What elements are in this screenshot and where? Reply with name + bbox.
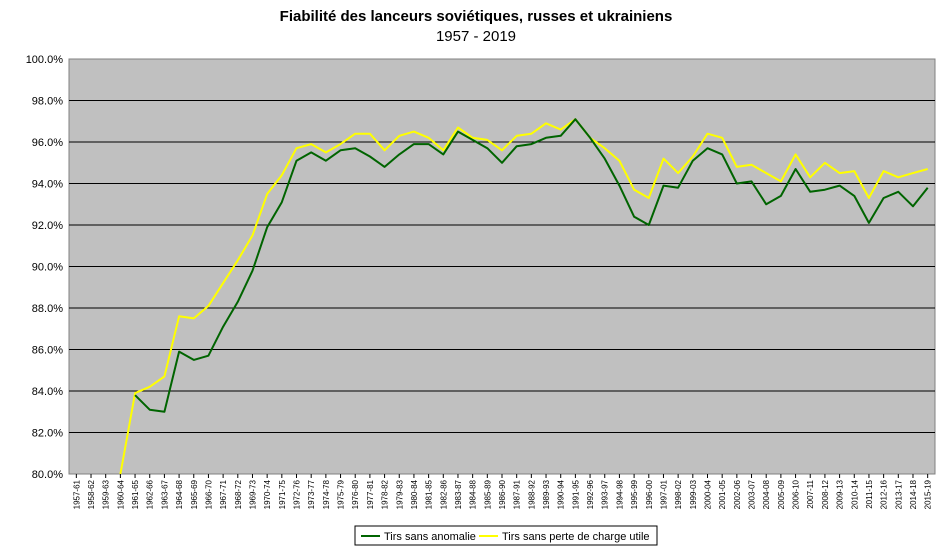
x-tick-label: 2013-17: [894, 479, 903, 509]
x-axis-ticks: 1957-61 1958-62 1959-63 1960-64 1961-65 1962-…: [72, 474, 933, 509]
legend-label-anomalie: Tirs sans anomalie: [384, 531, 476, 543]
x-tick-label: 2004-08: [762, 479, 771, 509]
x-tick-label: 1978-82: [381, 479, 390, 509]
chart-title: Fiabilité des lanceurs soviétiques, russ…: [280, 8, 673, 25]
x-tick-label: 1964-68: [175, 479, 184, 509]
x-tick-label: 2009-13: [836, 479, 845, 509]
x-tick-label: 2006-10: [792, 479, 801, 509]
x-tick-label: 2010-14: [850, 479, 859, 509]
x-tick-label: 1979-83: [395, 479, 404, 509]
x-tick-label: 2003-07: [748, 479, 757, 509]
y-axis-ticks: 80.0% 82.0% 84.0% 86.0% 88.0% 90.0% 92.0% 94.0%…: [26, 54, 64, 481]
x-tick-label: 1969-73: [248, 479, 257, 509]
x-tick-label: 1985-89: [483, 479, 492, 509]
x-tick-label: 1977-81: [366, 479, 375, 509]
x-tick-label: 1970-74: [263, 479, 272, 509]
x-tick-label: 2012-16: [880, 479, 889, 509]
series-line-charge-utile: [119, 118, 928, 475]
x-tick-label: 1971-75: [278, 479, 287, 509]
x-tick-label: 1987-91: [513, 479, 522, 509]
x-tick-label: 1963-67: [160, 479, 169, 509]
x-tick-label: 1996-00: [645, 479, 654, 509]
x-tick-label: 1965-69: [190, 479, 199, 509]
x-tick-label: 1989-93: [542, 479, 551, 509]
x-tick-label: 2008-12: [821, 479, 830, 509]
x-tick-label: 2000-04: [703, 479, 712, 509]
series-lines: [119, 118, 929, 475]
grid-lines: [69, 100, 935, 433]
x-tick-label: 1958-62: [87, 479, 96, 509]
x-tick-label: 2005-09: [777, 479, 786, 509]
x-tick-label: 1986-90: [498, 479, 507, 509]
x-tick-label: 1959-63: [102, 479, 111, 509]
y-tick-label: 94.0%: [32, 179, 63, 191]
x-tick-label: 1992-96: [586, 479, 595, 509]
y-tick-label: 90.0%: [32, 262, 63, 274]
x-tick-label: 2001-05: [718, 479, 727, 509]
y-tick-label: 86.0%: [32, 345, 63, 357]
x-tick-label: 2015-19: [924, 479, 933, 509]
y-tick-label: 98.0%: [32, 96, 63, 108]
x-tick-label: 2011-15: [865, 479, 874, 508]
x-tick-label: 1994-98: [615, 479, 624, 509]
y-tick-label: 96.0%: [32, 137, 63, 149]
x-tick-label: 1972-76: [293, 479, 302, 509]
chart-subtitle: 1957 - 2019: [436, 28, 516, 45]
x-tick-label: 1991-95: [571, 479, 580, 509]
x-tick-label: 1961-65: [131, 479, 140, 509]
y-tick-label: 80.0%: [32, 469, 63, 481]
x-tick-label: 1990-94: [557, 479, 566, 509]
x-tick-label: 1968-72: [234, 479, 243, 509]
x-tick-label: 1973-77: [307, 479, 316, 509]
x-tick-label: 1957-61: [72, 479, 81, 509]
y-tick-label: 88.0%: [32, 303, 63, 315]
x-tick-label: 1993-97: [601, 479, 610, 509]
x-tick-label: 2007-11: [806, 479, 815, 508]
x-tick-label: 1999-03: [689, 479, 698, 509]
y-tick-label: 82.0%: [32, 428, 63, 440]
x-tick-label: 1980-84: [410, 479, 419, 509]
y-tick-label: 84.0%: [32, 386, 63, 398]
x-tick-label: 1976-80: [351, 479, 360, 509]
legend: Tirs sans anomalie Tirs sans perte de ch…: [354, 525, 658, 546]
x-tick-label: 1988-92: [527, 479, 536, 509]
x-tick-label: 2002-06: [733, 479, 742, 509]
x-tick-label: 1967-71: [219, 479, 228, 509]
x-tick-label: 1983-87: [454, 479, 463, 509]
x-tick-label: 1960-64: [116, 479, 125, 509]
x-tick-label: 2014-18: [909, 479, 918, 509]
x-tick-label: 1966-70: [204, 479, 213, 509]
x-tick-label: 1984-88: [469, 479, 478, 509]
x-tick-label: 1995-99: [630, 479, 639, 509]
x-tick-label: 1981-85: [425, 479, 434, 509]
x-tick-label: 1998-02: [674, 479, 683, 509]
x-tick-label: 1974-78: [322, 479, 331, 509]
x-tick-label: 1975-79: [337, 479, 346, 509]
y-tick-label: 92.0%: [32, 220, 63, 232]
x-tick-label: 1962-66: [146, 479, 155, 509]
legend-label-charge-utile: Tirs sans perte de charge utile: [502, 531, 650, 543]
series-line-anomalie: [134, 118, 929, 413]
legend-box: [354, 525, 658, 546]
y-tick-label: 100.0%: [26, 54, 64, 66]
x-tick-label: 1997-01: [659, 479, 668, 509]
x-tick-label: 1982-86: [439, 479, 448, 509]
